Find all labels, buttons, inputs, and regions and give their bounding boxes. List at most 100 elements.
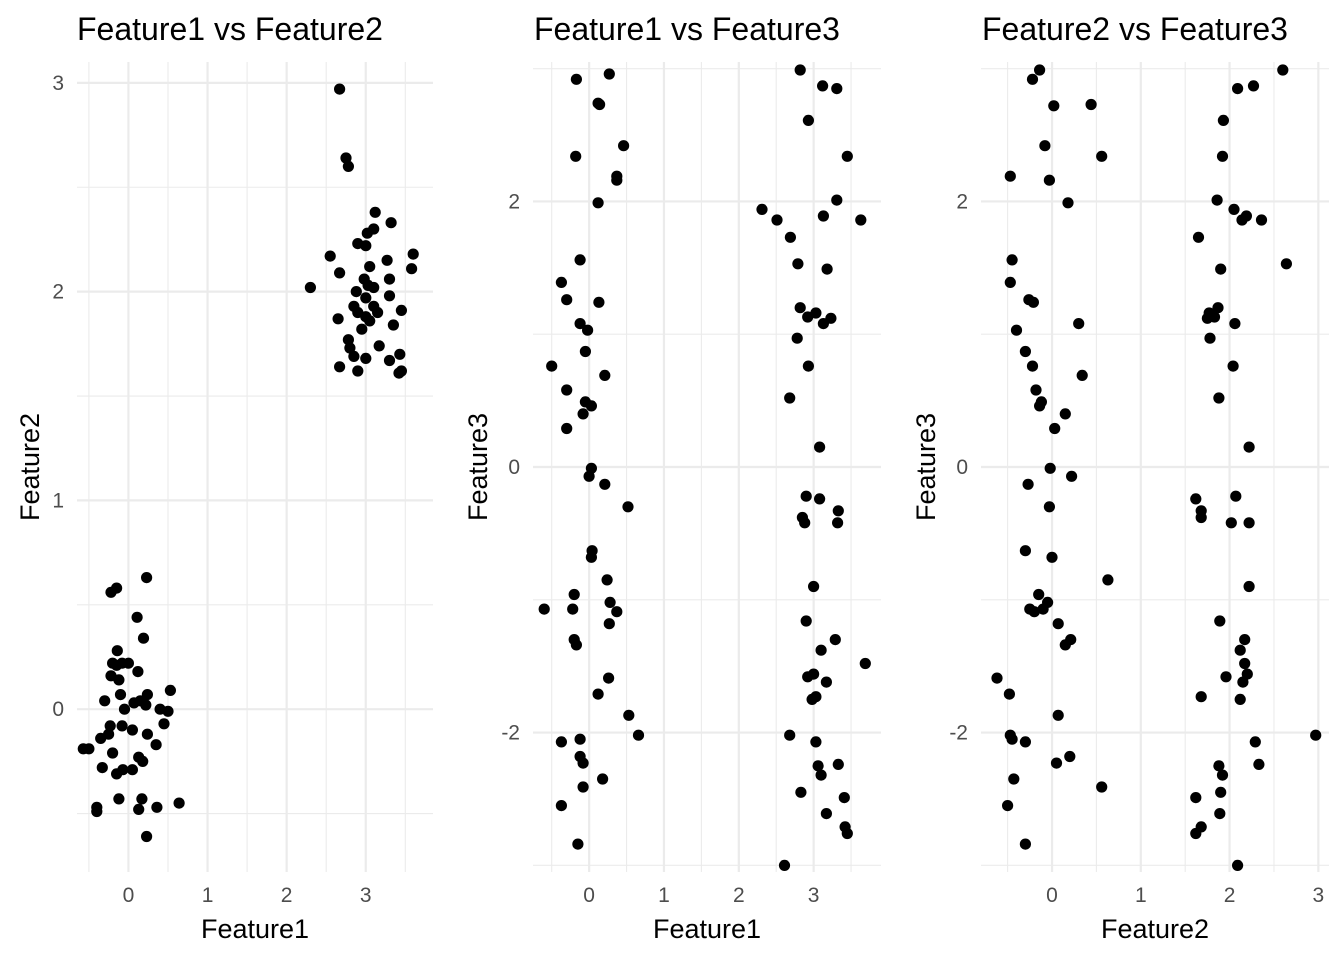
x-tick-label: 1: [1135, 884, 1147, 907]
data-point: [577, 781, 589, 793]
data-point: [784, 729, 796, 741]
data-point: [334, 361, 346, 373]
data-point: [1076, 369, 1088, 381]
data-point: [133, 803, 145, 816]
panel-2-x-axis-title: Feature1: [653, 914, 761, 944]
panel-2-tick-labels: 0 1 2 3 -2 0 2: [501, 190, 819, 907]
data-point: [141, 689, 153, 701]
data-point: [1195, 691, 1207, 703]
data-point: [1026, 360, 1039, 372]
data-point: [1028, 606, 1040, 618]
data-point: [111, 645, 123, 657]
data-point: [561, 384, 573, 396]
data-point: [360, 352, 372, 364]
data-point: [1310, 729, 1322, 741]
data-point: [132, 666, 144, 678]
data-point: [599, 369, 611, 381]
data-point: [577, 757, 589, 769]
data-point: [361, 227, 373, 239]
data-point: [1217, 114, 1229, 126]
data-point: [122, 657, 134, 669]
data-point: [126, 724, 138, 736]
y-tick-label: -2: [501, 722, 520, 745]
data-point: [1006, 733, 1018, 745]
panel-3: Feature2 vs Feature3 0 1 2 3 -2 0 2 Feature2 F…: [911, 11, 1329, 944]
x-tick-label: 0: [1046, 884, 1058, 907]
panel-3-points: [991, 64, 1322, 872]
data-point: [632, 729, 645, 741]
data-point: [95, 732, 107, 745]
data-point: [340, 152, 352, 164]
data-point: [1214, 615, 1226, 627]
data-point: [114, 689, 127, 701]
data-point: [838, 792, 850, 804]
data-point: [832, 505, 844, 517]
data-point: [601, 574, 613, 586]
data-point: [344, 342, 356, 354]
data-point: [332, 313, 344, 325]
y-tick-label: 3: [52, 72, 64, 95]
x-tick-label: 1: [202, 884, 214, 907]
x-tick-label: 3: [808, 884, 820, 907]
data-point: [1214, 808, 1226, 820]
panel-1-title: Feature1 vs Feature2: [77, 11, 383, 47]
data-point: [368, 281, 380, 294]
data-point: [1243, 580, 1255, 593]
data-point: [406, 263, 418, 275]
data-point: [1019, 345, 1031, 358]
data-point: [105, 586, 117, 598]
data-point: [1048, 100, 1060, 112]
data-point: [800, 615, 812, 627]
data-point: [800, 490, 812, 502]
data-point: [407, 248, 419, 260]
data-point: [574, 733, 586, 745]
y-tick-label: 0: [508, 456, 520, 479]
data-point: [599, 478, 611, 490]
data-point: [1043, 174, 1055, 186]
data-point: [342, 160, 354, 172]
panel-3-title: Feature2 vs Feature3: [982, 11, 1288, 47]
data-point: [1049, 422, 1061, 435]
data-point: [622, 501, 634, 513]
data-point: [570, 639, 583, 651]
data-point: [141, 830, 153, 843]
data-point: [1034, 64, 1046, 76]
data-point: [1215, 786, 1227, 798]
data-point: [1243, 441, 1255, 453]
data-point: [1062, 197, 1074, 209]
data-point: [570, 73, 583, 85]
data-point: [1046, 551, 1058, 563]
data-point: [561, 422, 573, 435]
panel-3-x-axis-title: Feature2: [1101, 914, 1209, 944]
data-point: [1073, 318, 1085, 330]
data-point: [561, 294, 573, 306]
data-point: [806, 693, 818, 706]
data-point: [831, 83, 843, 95]
data-point: [555, 276, 568, 288]
data-point: [1213, 392, 1225, 404]
data-point: [369, 206, 381, 218]
data-point: [1190, 792, 1202, 804]
data-point: [126, 764, 138, 776]
data-point: [592, 688, 604, 700]
y-tick-label: -2: [949, 722, 968, 745]
data-point: [815, 644, 827, 656]
data-point: [1216, 150, 1229, 162]
data-point: [603, 68, 615, 80]
data-point: [603, 618, 615, 630]
data-point: [792, 258, 804, 270]
panel-3-tick-labels: 0 1 2 3 -2 0 2: [949, 190, 1324, 907]
data-point: [546, 360, 558, 372]
data-point: [1044, 462, 1056, 474]
data-point: [137, 755, 149, 768]
data-point: [364, 261, 376, 273]
x-tick-label: 0: [583, 884, 595, 907]
data-point: [592, 97, 604, 109]
data-point: [1002, 800, 1014, 812]
data-point: [808, 580, 820, 593]
data-point: [383, 290, 396, 302]
data-point: [364, 315, 376, 327]
data-point: [373, 340, 385, 352]
data-point: [1003, 688, 1016, 700]
